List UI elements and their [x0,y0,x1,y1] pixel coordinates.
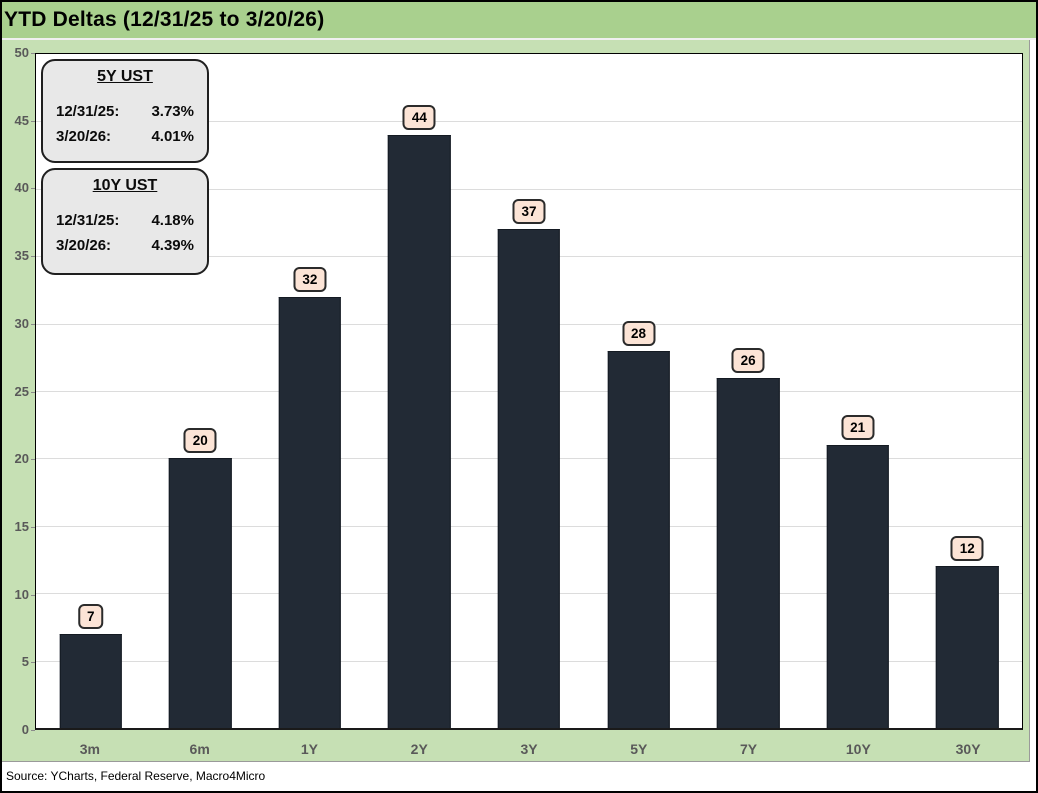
x-axis-label-2Y: 2Y [410,741,428,757]
bar-value-label-6m: 20 [183,428,217,454]
y-axis-label-35: 35 [14,248,29,264]
y-axis-tick [31,120,35,122]
y-axis-tick [31,323,35,325]
bar-value-label-3Y: 37 [512,199,546,225]
x-axis-label-6m: 6m [189,741,210,757]
chart-title: YTD Deltas (12/31/25 to 3/20/26) [4,8,325,31]
legend-box-10y-ust: 10Y UST 12/31/25: 4.18% 3/20/26: 4.39% [41,168,209,275]
y-axis-label-25: 25 [14,383,29,399]
y-axis-label-15: 15 [14,518,29,534]
bar-value-label-2Y: 44 [402,104,436,130]
plot-area: 5Y UST 12/31/25: 3.73% 3/20/26: 4.01% 10… [35,53,1023,730]
y-axis-tick [31,391,35,393]
source-text: Source: YCharts, Federal Reserve, Macro4… [6,768,266,783]
y-axis-label-10: 10 [14,586,29,602]
bar-3m [59,633,122,728]
x-axis-label-5Y: 5Y [630,741,648,757]
legend-row: 12/31/25: 4.18% [56,212,194,229]
legend-row: 12/31/25: 3.73% [56,103,194,120]
bar-slot-10Y: 21 [803,54,913,728]
y-axis-tick [31,594,35,596]
chart-title-bar: YTD Deltas (12/31/25 to 3/20/26) [2,2,1036,40]
x-axis-label-1Y: 1Y [300,741,318,757]
bar-30Y [935,566,999,728]
y-axis-label-40: 40 [14,180,29,196]
bar-10Y [826,444,889,728]
x-axis-label-30Y: 30Y [955,741,981,757]
source-bar: Source: YCharts, Federal Reserve, Macro4… [2,762,1036,789]
legend-row: 3/20/26: 4.01% [56,128,194,145]
chart-area: 5Y UST 12/31/25: 3.73% 3/20/26: 4.01% 10… [2,40,1030,762]
legend-row: 3/20/26: 4.39% [56,237,194,254]
bar-slot-5Y: 28 [584,54,694,728]
bar-2Y [388,134,451,728]
bar-value-label-30Y: 12 [950,536,984,562]
bar-value-label-7Y: 26 [731,347,765,373]
y-axis-tick [31,459,35,461]
legend-row-value: 3.73% [151,103,194,120]
bar-1Y [278,296,342,728]
legend-row-value: 4.18% [151,212,194,229]
bar-slot-2Y: 44 [365,54,475,728]
legend-row-value: 4.39% [151,237,194,254]
y-axis-label-45: 45 [14,112,29,128]
bar-slot-3Y: 37 [474,54,584,728]
bar-slot-1Y: 32 [255,54,365,728]
y-axis-label-20: 20 [14,451,29,467]
y-axis-label-0: 0 [21,722,29,737]
y-axis-tick [31,188,35,190]
x-axis-label-3m: 3m [79,741,100,757]
bar-value-label-5Y: 28 [622,320,656,346]
bar-slot-7Y: 26 [693,54,803,728]
y-axis-label-30: 30 [14,315,29,331]
x-axis-label-7Y: 7Y [739,741,758,757]
y-axis-tick [31,730,35,731]
bar-value-label-10Y: 21 [841,414,875,440]
gridline-y45 [36,121,1022,123]
y-axis-tick [31,256,35,258]
legend-box-5y-ust: 5Y UST 12/31/25: 3.73% 3/20/26: 4.01% [41,59,209,163]
bar-6m [169,458,232,728]
bar-value-label-1Y: 32 [293,266,327,292]
bar-slot-30Y: 12 [912,54,1022,728]
bar-value-label-3m: 7 [78,603,104,629]
y-axis-tick [31,662,35,664]
x-axis-label-3Y: 3Y [520,741,538,757]
y-axis-label-50: 50 [14,45,29,60]
gridline-y40 [36,188,1022,190]
bar-slot-6m: 20 [146,54,256,728]
y-axis-label-5: 5 [21,654,29,670]
legend-row-value: 4.01% [151,128,194,145]
legend-box-title: 5Y UST [97,68,153,85]
y-axis-tick [31,526,35,528]
legend-row-date: 12/31/25: [56,103,120,120]
bar-5Y [607,350,670,728]
legend-row-date: 3/20/26: [56,237,112,254]
legend-row-date: 12/31/25: [56,212,120,229]
bar-slot-3m: 7 [36,54,146,728]
y-axis-tick [31,53,35,54]
bar-3Y [497,229,561,728]
x-axis-label-10Y: 10Y [845,741,871,757]
legend-row-date: 3/20/26: [56,128,112,145]
bar-7Y [716,377,780,728]
legend-box-title: 10Y UST [92,177,158,194]
